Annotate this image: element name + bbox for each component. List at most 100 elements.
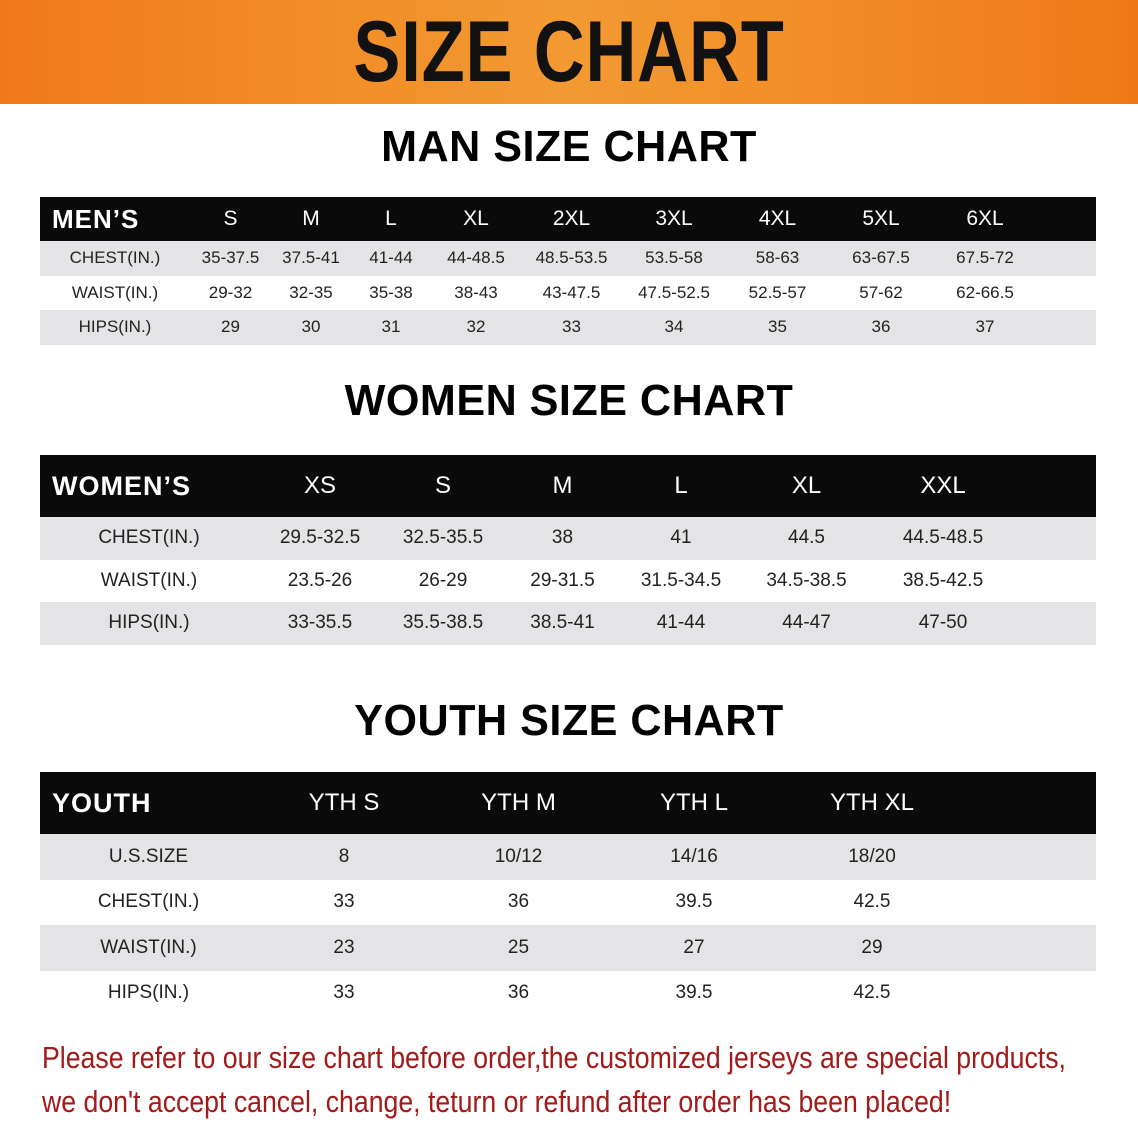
- header-spacer: [1014, 455, 1096, 517]
- measurement-cell: 47-50: [872, 602, 1014, 645]
- row-label: CHEST(IN.): [40, 241, 190, 276]
- measurement-cell: 29-31.5: [504, 559, 621, 602]
- women-section-title: WOMEN SIZE CHART: [344, 376, 794, 425]
- measurement-cell: 62-66.5: [933, 275, 1037, 310]
- measurement-cell: 33: [257, 970, 431, 1016]
- measurement-cell: 25: [431, 925, 606, 971]
- table-row: WAIST(IN.) 29-32 32-35 35-38 38-43 43-47.5 47.…: [40, 275, 1096, 310]
- notice-line-1: Please refer to our size chart before or…: [42, 1040, 1066, 1075]
- header-label: WOMEN’S: [40, 455, 258, 517]
- measurement-cell: 31: [351, 310, 431, 345]
- row-spacer: [962, 879, 1096, 925]
- notice-line-2: we don't accept cancel, change, teturn o…: [42, 1084, 952, 1119]
- measurement-cell: 47.5-52.5: [622, 275, 726, 310]
- table-row: WAIST(IN.) 23.5-26 26-29 29-31.5 31.5-34.5 34…: [40, 559, 1096, 602]
- measurement-cell: 48.5-53.5: [521, 241, 622, 276]
- size-header: XL: [431, 197, 521, 241]
- table-row: CHEST(IN.) 29.5-32.5 32.5-35.5 38 41 44.5 44.5…: [40, 517, 1096, 560]
- measurement-cell: 29.5-32.5: [258, 517, 382, 560]
- measurement-cell: 52.5-57: [726, 275, 829, 310]
- measurement-cell: 44.5-48.5: [872, 517, 1014, 560]
- header-label: MEN’S: [40, 197, 190, 241]
- women-size-table: WOMEN’S XS S M L XL XXL CHEST(IN.) 29.5-32.5 32.5…: [40, 455, 1096, 645]
- measurement-cell: 33-35.5: [258, 602, 382, 645]
- measurement-cell: 38.5-42.5: [872, 559, 1014, 602]
- row-label: CHEST(IN.): [40, 879, 257, 925]
- row-label: HIPS(IN.): [40, 970, 257, 1016]
- row-label: WAIST(IN.): [40, 925, 257, 971]
- measurement-cell: 38-43: [431, 275, 521, 310]
- measurement-cell: 42.5: [782, 879, 962, 925]
- men-header-row: MEN’S S M L XL 2XL 3XL 4XL 5XL 6XL: [40, 197, 1096, 241]
- measurement-cell: 29: [782, 925, 962, 971]
- table-row: HIPS(IN.) 33 36 39.5 42.5: [40, 970, 1096, 1016]
- youth-size-table: YOUTH YTH S YTH M YTH L YTH XL U.S.SIZE 8 10/12…: [40, 772, 1096, 1016]
- measurement-cell: 53.5-58: [622, 241, 726, 276]
- measurement-cell: 37: [933, 310, 1037, 345]
- measurement-cell: 42.5: [782, 970, 962, 1016]
- youth-header-row: YOUTH YTH S YTH M YTH L YTH XL: [40, 772, 1096, 834]
- size-header: XL: [741, 455, 872, 517]
- measurement-cell: 30: [271, 310, 351, 345]
- measurement-cell: 37.5-41: [271, 241, 351, 276]
- order-notice: Please refer to our size chart before or…: [42, 1036, 1066, 1124]
- measurement-cell: 29-32: [190, 275, 271, 310]
- measurement-cell: 35-38: [351, 275, 431, 310]
- size-header: YTH S: [257, 772, 431, 834]
- measurement-cell: 39.5: [606, 970, 782, 1016]
- measurement-cell: 41-44: [351, 241, 431, 276]
- measurement-cell: 8: [257, 834, 431, 880]
- row-spacer: [1014, 559, 1096, 602]
- size-header: XS: [258, 455, 382, 517]
- measurement-cell: 39.5: [606, 879, 782, 925]
- size-header: 2XL: [521, 197, 622, 241]
- size-header: YTH L: [606, 772, 782, 834]
- size-header: YTH XL: [782, 772, 962, 834]
- measurement-cell: 36: [431, 970, 606, 1016]
- measurement-cell: 34.5-38.5: [741, 559, 872, 602]
- measurement-cell: 63-67.5: [829, 241, 933, 276]
- size-header: M: [504, 455, 621, 517]
- measurement-cell: 33: [521, 310, 622, 345]
- measurement-cell: 41: [621, 517, 741, 560]
- row-label: WAIST(IN.): [40, 559, 258, 602]
- row-spacer: [1037, 275, 1096, 310]
- row-label: WAIST(IN.): [40, 275, 190, 310]
- table-row: CHEST(IN.) 33 36 39.5 42.5: [40, 879, 1096, 925]
- measurement-cell: 32-35: [271, 275, 351, 310]
- size-header: L: [351, 197, 431, 241]
- row-spacer: [962, 970, 1096, 1016]
- measurement-cell: 44-48.5: [431, 241, 521, 276]
- women-header-row: WOMEN’S XS S M L XL XXL: [40, 455, 1096, 517]
- size-header: 6XL: [933, 197, 1037, 241]
- size-header: 3XL: [622, 197, 726, 241]
- row-spacer: [1014, 517, 1096, 560]
- size-header: 5XL: [829, 197, 933, 241]
- measurement-cell: 26-29: [382, 559, 504, 602]
- row-spacer: [962, 834, 1096, 880]
- measurement-cell: 36: [431, 879, 606, 925]
- table-row: CHEST(IN.) 35-37.5 37.5-41 41-44 44-48.5 48.5…: [40, 241, 1096, 276]
- table-row: U.S.SIZE 8 10/12 14/16 18/20: [40, 834, 1096, 880]
- measurement-cell: 29: [190, 310, 271, 345]
- size-chart-banner: SIZE CHART: [0, 0, 1138, 104]
- size-header: L: [621, 455, 741, 517]
- row-spacer: [1014, 602, 1096, 645]
- row-spacer: [962, 925, 1096, 971]
- measurement-cell: 34: [622, 310, 726, 345]
- measurement-cell: 35.5-38.5: [382, 602, 504, 645]
- measurement-cell: 67.5-72: [933, 241, 1037, 276]
- measurement-cell: 27: [606, 925, 782, 971]
- measurement-cell: 14/16: [606, 834, 782, 880]
- men-section-title: MAN SIZE CHART: [381, 122, 757, 171]
- header-spacer: [962, 772, 1096, 834]
- header-spacer: [1037, 197, 1096, 241]
- measurement-cell: 35-37.5: [190, 241, 271, 276]
- measurement-cell: 32: [431, 310, 521, 345]
- row-label: CHEST(IN.): [40, 517, 258, 560]
- measurement-cell: 43-47.5: [521, 275, 622, 310]
- measurement-cell: 23.5-26: [258, 559, 382, 602]
- row-label: HIPS(IN.): [40, 602, 258, 645]
- size-header: XXL: [872, 455, 1014, 517]
- measurement-cell: 38: [504, 517, 621, 560]
